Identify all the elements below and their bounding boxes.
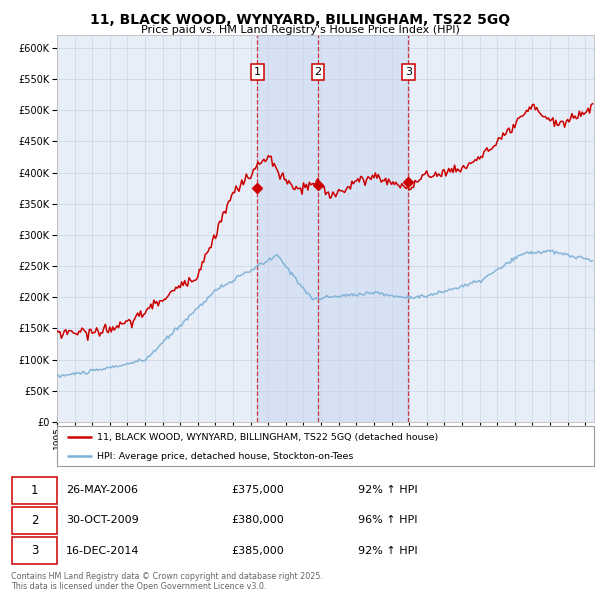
Text: HPI: Average price, detached house, Stockton-on-Tees: HPI: Average price, detached house, Stoc… — [97, 451, 353, 461]
FancyBboxPatch shape — [12, 477, 57, 504]
Text: 96% ↑ HPI: 96% ↑ HPI — [358, 516, 418, 526]
Text: 2: 2 — [31, 514, 38, 527]
Text: 11, BLACK WOOD, WYNYARD, BILLINGHAM, TS22 5GQ: 11, BLACK WOOD, WYNYARD, BILLINGHAM, TS2… — [90, 13, 510, 27]
Text: 92% ↑ HPI: 92% ↑ HPI — [358, 546, 418, 556]
Text: £385,000: £385,000 — [231, 546, 284, 556]
Text: 3: 3 — [31, 544, 38, 557]
Text: 11, BLACK WOOD, WYNYARD, BILLINGHAM, TS22 5GQ (detached house): 11, BLACK WOOD, WYNYARD, BILLINGHAM, TS2… — [97, 432, 439, 442]
Text: £380,000: £380,000 — [231, 516, 284, 526]
FancyBboxPatch shape — [57, 426, 594, 466]
Text: 92% ↑ HPI: 92% ↑ HPI — [358, 486, 418, 495]
Text: This data is licensed under the Open Government Licence v3.0.: This data is licensed under the Open Gov… — [11, 582, 266, 590]
Text: Price paid vs. HM Land Registry's House Price Index (HPI): Price paid vs. HM Land Registry's House … — [140, 25, 460, 35]
Text: 1: 1 — [31, 484, 38, 497]
Text: 26-MAY-2006: 26-MAY-2006 — [66, 486, 138, 495]
FancyBboxPatch shape — [12, 507, 57, 534]
Text: 2: 2 — [314, 67, 322, 77]
Bar — [257, 35, 318, 422]
Bar — [318, 35, 409, 422]
Text: Contains HM Land Registry data © Crown copyright and database right 2025.: Contains HM Land Registry data © Crown c… — [11, 572, 323, 581]
Text: £375,000: £375,000 — [231, 486, 284, 495]
FancyBboxPatch shape — [12, 537, 57, 565]
Text: 30-OCT-2009: 30-OCT-2009 — [66, 516, 139, 526]
Text: 1: 1 — [254, 67, 261, 77]
Text: 3: 3 — [405, 67, 412, 77]
Text: 16-DEC-2014: 16-DEC-2014 — [66, 546, 139, 556]
